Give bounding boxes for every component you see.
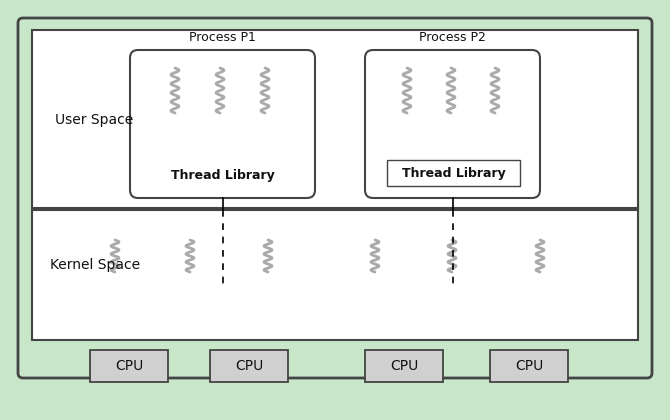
Bar <box>32 210 638 340</box>
Text: User Space: User Space <box>55 113 133 127</box>
Text: CPU: CPU <box>115 359 143 373</box>
FancyBboxPatch shape <box>365 50 540 198</box>
Text: CPU: CPU <box>235 359 263 373</box>
Bar <box>365 350 443 382</box>
Text: CPU: CPU <box>515 359 543 373</box>
Text: Process P2: Process P2 <box>419 31 486 44</box>
Text: Process P1: Process P1 <box>189 31 256 44</box>
Bar <box>490 350 568 382</box>
Bar <box>90 350 168 382</box>
Text: Thread Library: Thread Library <box>171 170 275 183</box>
Bar <box>387 160 520 186</box>
Bar <box>210 350 288 382</box>
Text: Kernel Space: Kernel Space <box>50 258 140 272</box>
Text: Thread Library: Thread Library <box>401 166 505 179</box>
Bar <box>32 30 638 208</box>
FancyBboxPatch shape <box>18 18 652 378</box>
Text: CPU: CPU <box>390 359 418 373</box>
FancyBboxPatch shape <box>130 50 315 198</box>
